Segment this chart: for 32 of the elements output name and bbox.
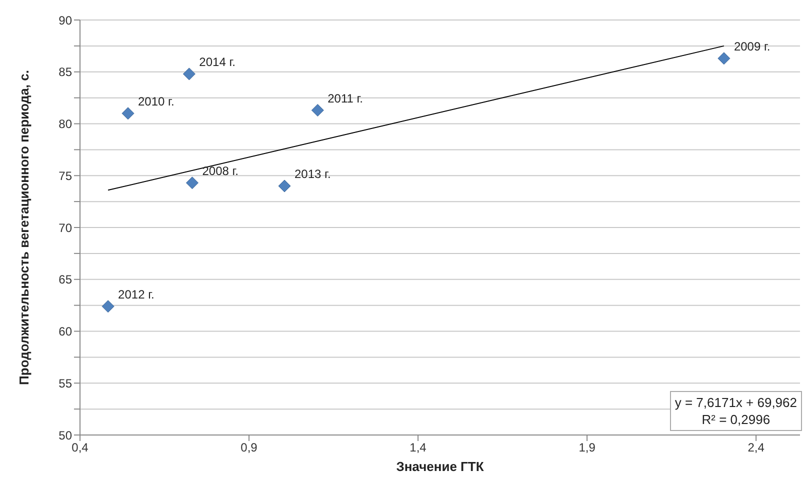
annotation: y = 7,6171x + 69,962 bbox=[674, 394, 797, 411]
x-tick-label: 2,4 bbox=[748, 440, 765, 455]
y-tick-label: 50 bbox=[58, 428, 72, 442]
annotation: 2012 г. bbox=[118, 287, 154, 302]
x-tick-label: 0,4 bbox=[72, 440, 89, 455]
annotation: 2009 г. bbox=[734, 39, 770, 54]
annotation: 2010 г. bbox=[138, 94, 174, 108]
y-tick-label: 70 bbox=[58, 220, 72, 235]
y-tick-label: 65 bbox=[58, 272, 72, 287]
annotation: 2013 г. bbox=[294, 167, 331, 181]
annotation: 2011 г. bbox=[328, 91, 364, 106]
y-tick-label: 85 bbox=[58, 65, 72, 80]
point bbox=[182, 68, 196, 80]
point bbox=[278, 180, 291, 192]
annotation: 2008 г. bbox=[202, 164, 239, 178]
point bbox=[718, 52, 730, 65]
point bbox=[311, 104, 324, 117]
y-tick-label: 75 bbox=[58, 168, 72, 183]
y-tick-label: 80 bbox=[58, 117, 72, 132]
y-tick-label: 60 bbox=[58, 324, 72, 339]
annotation: R² = 0,2996 bbox=[700, 411, 772, 428]
y-tick-label: 90 bbox=[58, 13, 72, 28]
point bbox=[122, 107, 134, 120]
y-tick-label: 55 bbox=[58, 376, 72, 390]
y-axis-title: Продолжительность вегетационного периода, с. bbox=[16, 70, 32, 385]
x-tick-label: 0,9 bbox=[240, 440, 258, 455]
x-axis-title: Значение ГТК bbox=[396, 459, 484, 474]
x-tick-label: 1,4 bbox=[410, 440, 427, 455]
annotation: 2014 г. bbox=[199, 54, 236, 69]
x-tick-label: 1,9 bbox=[578, 440, 596, 455]
point bbox=[186, 176, 198, 190]
point bbox=[102, 300, 114, 313]
